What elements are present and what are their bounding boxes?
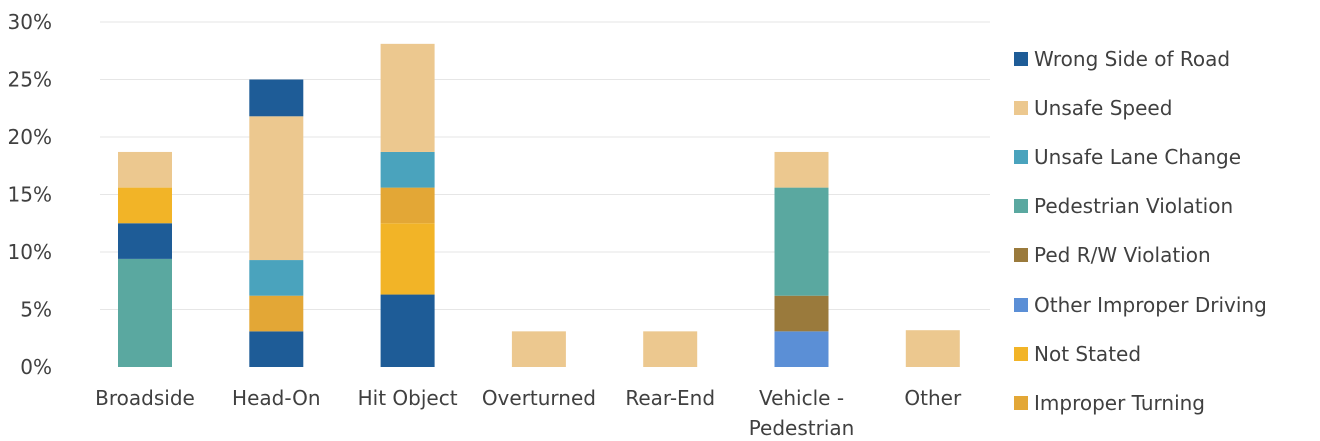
y-tick-label: 25%: [8, 68, 52, 92]
legend-swatch: [1014, 100, 1028, 115]
bar-segment: [249, 331, 304, 367]
legend-label: Not Stated: [1034, 341, 1142, 366]
legend-label: Pedestrian Violation: [1034, 194, 1234, 219]
legend-swatch: [1014, 346, 1028, 361]
bar-segment: [380, 151, 435, 188]
x-category-label: Other: [904, 386, 962, 410]
bars: [118, 43, 960, 367]
bar-segment: [118, 258, 172, 367]
legend-swatch: [1014, 51, 1028, 66]
legend: Wrong Side of Road Unsafe Speed Unsafe L…: [1014, 34, 1314, 428]
bar-segment: [249, 79, 304, 117]
x-category-label: Broadside: [95, 386, 195, 410]
y-tick-label: 0%: [20, 355, 52, 379]
legend-swatch: [1014, 395, 1028, 410]
legend-label: Unsafe Lane Change: [1034, 144, 1242, 169]
x-category-label: Pedestrian: [749, 416, 855, 440]
bar-segment: [380, 187, 435, 224]
legend-label: Wrong Side of Road: [1034, 46, 1231, 71]
legend-item: Pedestrian Violation: [1014, 182, 1314, 231]
legend-item: Improper Turning: [1014, 378, 1314, 427]
y-axis-tick-labels: 0% 5% 10% 15% 20% 25% 30%: [8, 10, 52, 379]
bar-segment: [380, 223, 435, 295]
bar-segment: [380, 43, 435, 152]
legend-item: Unsafe Lane Change: [1014, 132, 1314, 181]
bar-segment: [774, 331, 829, 367]
bar-segment: [774, 295, 829, 332]
bar-segment: [118, 223, 172, 259]
bar-segment: [118, 151, 172, 188]
legend-swatch: [1014, 199, 1028, 214]
legend-item: Unsafe Speed: [1014, 83, 1314, 132]
bar-segment: [249, 116, 304, 261]
x-category-label: Vehicle -: [759, 386, 844, 410]
bar-segment: [774, 151, 829, 188]
gridlines: [100, 21, 990, 310]
legend-label: Other Improper Driving: [1034, 292, 1267, 317]
bar-segment: [249, 295, 304, 332]
legend-swatch: [1014, 297, 1028, 312]
bar-segment: [643, 331, 698, 367]
y-tick-label: 20%: [8, 125, 52, 149]
y-tick-label: 10%: [8, 240, 52, 264]
y-tick-label: 5%: [20, 298, 52, 322]
legend-swatch: [1014, 149, 1028, 164]
bar-segment: [118, 187, 172, 224]
legend-label: Improper Turning: [1034, 390, 1206, 415]
x-category-label: Hit Object: [358, 386, 458, 410]
legend-item: Not Stated: [1014, 329, 1314, 378]
legend-item: Wrong Side of Road: [1014, 34, 1314, 83]
legend-item: Other Improper Driving: [1014, 280, 1314, 329]
legend-label: Ped R/W Violation: [1034, 243, 1211, 268]
bar-segment: [774, 187, 829, 296]
y-tick-label: 15%: [8, 183, 52, 207]
y-tick-label: 30%: [8, 10, 52, 34]
bar-segment: [380, 294, 435, 367]
x-category-label: Rear-End: [625, 386, 715, 410]
legend-item: Ped R/W Violation: [1014, 231, 1314, 280]
bar-segment: [511, 331, 566, 367]
bar-segment: [249, 260, 304, 296]
bar-segment: [905, 330, 960, 367]
x-axis-category-labels: Broadside Head-On Hit Object Overturned Rear…: [95, 386, 962, 440]
x-category-label: Head-On: [232, 386, 321, 410]
x-category-label: Overturned: [482, 386, 596, 410]
legend-label: Unsafe Speed: [1034, 95, 1173, 120]
legend-swatch: [1014, 248, 1028, 263]
